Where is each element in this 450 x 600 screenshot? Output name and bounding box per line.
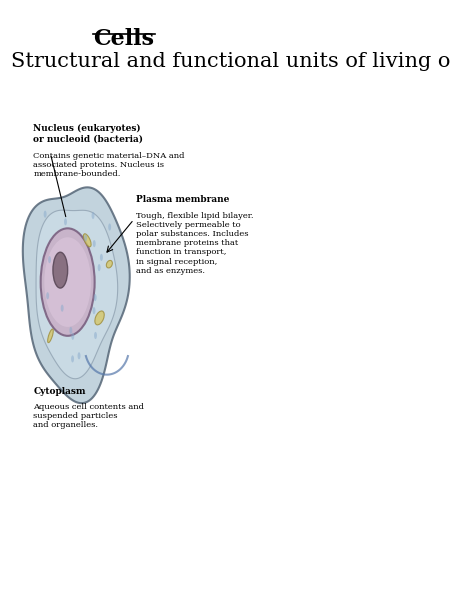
Circle shape bbox=[93, 240, 96, 247]
Ellipse shape bbox=[45, 237, 91, 327]
Circle shape bbox=[69, 327, 72, 334]
Circle shape bbox=[71, 332, 74, 340]
Circle shape bbox=[94, 332, 97, 339]
Circle shape bbox=[61, 305, 63, 312]
Circle shape bbox=[98, 264, 101, 271]
Circle shape bbox=[91, 212, 94, 219]
Text: Aqueous cell contents and
suspended particles
and organelles.: Aqueous cell contents and suspended part… bbox=[33, 403, 144, 429]
Circle shape bbox=[71, 355, 74, 362]
Text: Plasma membrane: Plasma membrane bbox=[136, 196, 230, 205]
Text: Contains genetic material–DNA and
associated proteins. Nucleus is
membrane-bound: Contains genetic material–DNA and associ… bbox=[33, 152, 185, 178]
Circle shape bbox=[46, 292, 49, 299]
Ellipse shape bbox=[106, 260, 112, 268]
Circle shape bbox=[93, 307, 95, 314]
Circle shape bbox=[100, 254, 103, 261]
Circle shape bbox=[53, 252, 68, 288]
Polygon shape bbox=[36, 210, 118, 379]
Text: Cells: Cells bbox=[94, 28, 155, 50]
Circle shape bbox=[77, 352, 81, 359]
Ellipse shape bbox=[83, 234, 91, 247]
Text: Cytoplasm: Cytoplasm bbox=[33, 386, 86, 395]
Circle shape bbox=[108, 223, 111, 230]
Circle shape bbox=[48, 256, 51, 263]
Circle shape bbox=[94, 294, 97, 301]
Text: Structural and functional units of living organisms: Structural and functional units of livin… bbox=[11, 52, 450, 71]
Circle shape bbox=[44, 211, 47, 218]
Polygon shape bbox=[23, 187, 130, 403]
Ellipse shape bbox=[95, 311, 104, 325]
Ellipse shape bbox=[40, 229, 94, 336]
Text: Nucleus (eukaryotes)
or nucleoid (bacteria): Nucleus (eukaryotes) or nucleoid (bacter… bbox=[33, 124, 143, 143]
Ellipse shape bbox=[48, 329, 53, 343]
Text: Tough, flexible lipid bilayer.
Selectively permeable to
polar substances. Includ: Tough, flexible lipid bilayer. Selective… bbox=[136, 212, 254, 275]
Circle shape bbox=[84, 235, 87, 242]
Circle shape bbox=[64, 218, 67, 226]
